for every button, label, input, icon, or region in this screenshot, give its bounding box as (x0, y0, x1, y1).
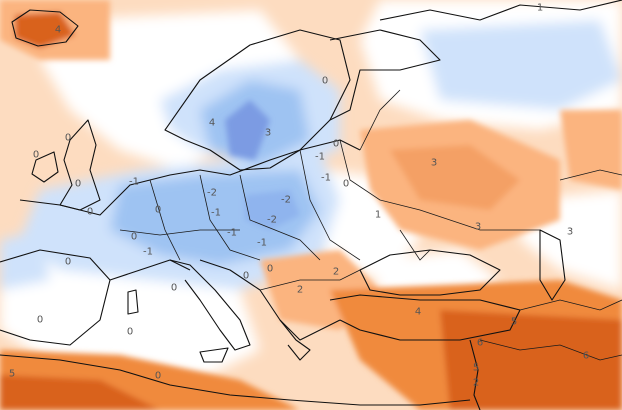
coast-levant (469, 339, 481, 410)
map-label-levant: 5 (473, 363, 479, 374)
map-label-baltic: 0 (333, 139, 339, 150)
border-5 (339, 139, 540, 231)
map-label-atlantic-w: 0 (33, 150, 39, 161)
warm-strong-zone-russia (390, 145, 520, 210)
coast-caspian (539, 229, 566, 301)
map-label-iceland: 4 (55, 25, 61, 36)
border-7 (259, 269, 361, 291)
map-label-romania: 2 (333, 267, 339, 278)
map-label-hungary: -1 (257, 238, 267, 249)
map-label-poland: -2 (281, 195, 291, 206)
map-label-poland-n: -1 (315, 152, 325, 163)
warm-mid-zone-east (560, 110, 622, 190)
map-label-norway-s: 4 (209, 118, 215, 129)
warm-dark-zone-africa (0, 375, 160, 410)
map-label-uk-n: 0 (65, 133, 71, 144)
map-label-belarus-e: 0 (343, 179, 349, 190)
border-2 (199, 174, 261, 261)
coast-africa (0, 354, 471, 406)
warm-dark-zone-iceland (15, 12, 75, 48)
map-label-austria: -1 (227, 228, 237, 239)
border-9 (519, 299, 622, 311)
cold-light-zone-arctic (420, 20, 622, 110)
coast-sardinia (127, 289, 139, 315)
map-label-france-s: 0 (65, 257, 71, 268)
coast-iceland (11, 9, 79, 47)
cold-dark-zone-sweden (225, 100, 270, 160)
border-11 (559, 169, 622, 181)
coast-arctic (379, 0, 622, 21)
border-10 (479, 339, 622, 361)
map-label-bulgaria: 2 (297, 285, 303, 296)
map-label-serbia: 0 (267, 264, 273, 275)
map-label-mediterranean: 0 (155, 371, 161, 382)
border-6 (119, 229, 240, 236)
map-label-russia-s: 3 (475, 222, 481, 233)
map-label-finland: 0 (322, 76, 328, 87)
map-label-denmark: -1 (129, 177, 139, 188)
coast-greece (279, 319, 311, 361)
map-label-sweden-s: 3 (265, 128, 271, 139)
map-label-alps: 0 (131, 232, 137, 243)
map-label-turkey-e: 5 (511, 317, 517, 328)
map-label-germany-n: -2 (207, 188, 217, 199)
map-label-turkey-w: 4 (415, 307, 421, 318)
border-3 (239, 174, 321, 261)
border-12 (359, 89, 401, 151)
map-label-belgium: 0 (155, 205, 161, 216)
map-label-sardinia: 0 (127, 327, 133, 338)
map-label-russia-w: 3 (431, 158, 437, 169)
coast-sicily (199, 347, 229, 363)
coast-continent (19, 139, 361, 216)
coast-italy (169, 259, 251, 351)
map-label-croatia: 0 (243, 271, 249, 282)
coast-iberia (0, 249, 111, 346)
map-label-spain: 0 (37, 315, 43, 326)
border-1 (149, 179, 181, 261)
coast-ireland (31, 151, 59, 183)
map-label-caucasus: 3 (567, 227, 573, 238)
cold-dark-zone-germany (245, 190, 300, 230)
map-label-germany-c: -1 (211, 208, 221, 219)
country-borders (119, 89, 622, 361)
map-label-ukraine-n: 1 (375, 210, 381, 221)
border-4 (299, 149, 361, 261)
map-label-uk-s: 0 (75, 179, 81, 190)
map-label-belarus: -1 (321, 173, 331, 184)
coast-britain (59, 119, 101, 211)
coast-turkey (329, 294, 521, 341)
map-label-iraq: 6 (583, 351, 589, 362)
warm-dark-zone-mideast (440, 310, 622, 410)
border-8 (399, 229, 431, 261)
map-label-italy-n: -1 (143, 247, 153, 258)
map-label-africa-w: 5 (9, 369, 15, 380)
map-label-france-n: 0 (87, 207, 93, 218)
map-label-czech: -2 (267, 215, 277, 226)
map-label-arctic: 1 (537, 3, 543, 14)
contour-labels: 4 0 0 0 4 3 0 0 -1 -2 0 0 -1 -1 -2 -2 -1… (9, 3, 589, 389)
map-label-egypt: 2 (473, 378, 479, 389)
cold-light-zone-west (0, 230, 50, 290)
map-label-italy-s: 0 (171, 283, 177, 294)
coast-blacksea (359, 249, 501, 296)
coast-finland-kola (329, 29, 441, 121)
map-label-syria: 6 (477, 338, 483, 349)
coast-france-med (109, 259, 191, 281)
